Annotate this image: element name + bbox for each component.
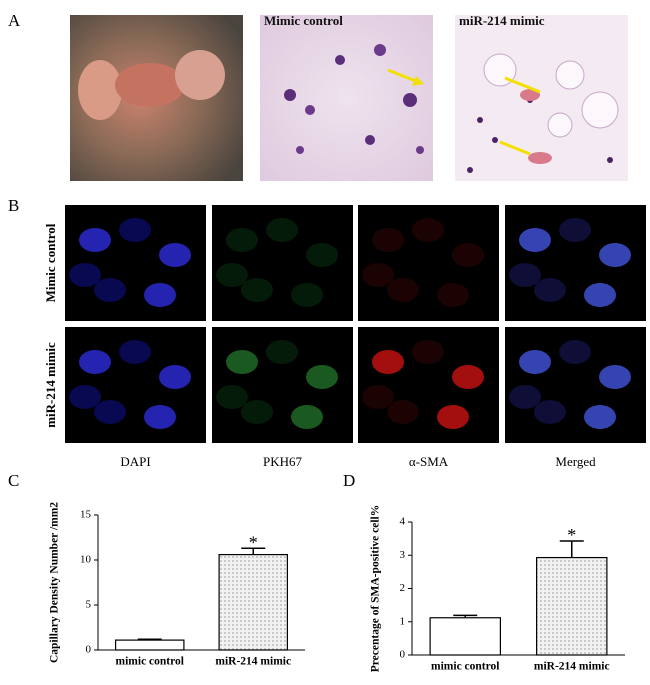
histology-image: miR-214 mimic — [455, 13, 628, 181]
fluorescence-image — [212, 205, 353, 321]
bar — [536, 556, 608, 656]
panel-label: B — [8, 196, 19, 215]
y-axis-label: Capillary Density Number /mm2 — [49, 502, 61, 663]
x-tick-label: mimic control — [116, 656, 184, 668]
fluorescence-image — [65, 205, 206, 321]
error-bar — [453, 614, 478, 618]
y-axis-label: Precentage of SMA-positive cell% — [370, 505, 382, 672]
error-bar — [241, 547, 266, 555]
y-tick-label: 2 — [400, 582, 406, 594]
row-label: miR-214 mimic — [43, 342, 58, 428]
image-caption: miR-214 mimic — [459, 13, 545, 28]
fluorescence-image — [505, 327, 646, 443]
y-tick-label: 10 — [80, 554, 92, 566]
fluorescence-image — [212, 327, 353, 443]
significance-mark: * — [567, 525, 576, 545]
panel-label: D — [343, 471, 355, 490]
error-bar — [137, 638, 162, 641]
bar — [114, 639, 185, 651]
fluorescence-image — [358, 327, 499, 443]
column-label: α-SMA — [409, 454, 449, 469]
photo — [70, 15, 243, 181]
x-tick-label: mimic control — [431, 661, 499, 673]
fluorescence-image — [65, 327, 206, 443]
x-tick-label: miR-214 mimic — [534, 661, 610, 673]
y-tick-label: 5 — [86, 599, 92, 611]
column-label: DAPI — [120, 454, 150, 469]
y-tick-label: 3 — [400, 549, 406, 561]
bar — [218, 553, 289, 651]
y-tick-label: 1 — [400, 615, 406, 627]
y-tick-label: 4 — [400, 516, 406, 528]
bar — [429, 617, 501, 656]
row-label: Mimic control — [43, 223, 58, 302]
panel-label: A — [8, 11, 21, 30]
y-tick-label: 0 — [400, 649, 406, 661]
panel-label: C — [8, 471, 19, 490]
fluorescence-image — [358, 205, 499, 321]
fluorescence-image — [505, 205, 646, 321]
error-bar — [559, 540, 584, 558]
y-tick-label: 0 — [86, 644, 92, 656]
histology-image: Mimic control — [260, 13, 433, 181]
significance-mark: * — [249, 532, 258, 552]
y-tick-label: 15 — [80, 509, 92, 521]
image-caption: Mimic control — [264, 13, 343, 28]
column-label: PKH67 — [263, 454, 303, 469]
column-label: Merged — [555, 454, 596, 469]
x-tick-label: miR-214 mimic — [215, 656, 291, 668]
fluorescence-grid: Mimic control miR-214 mimic DAPI PKH67 α-SMA… — [43, 205, 646, 469]
